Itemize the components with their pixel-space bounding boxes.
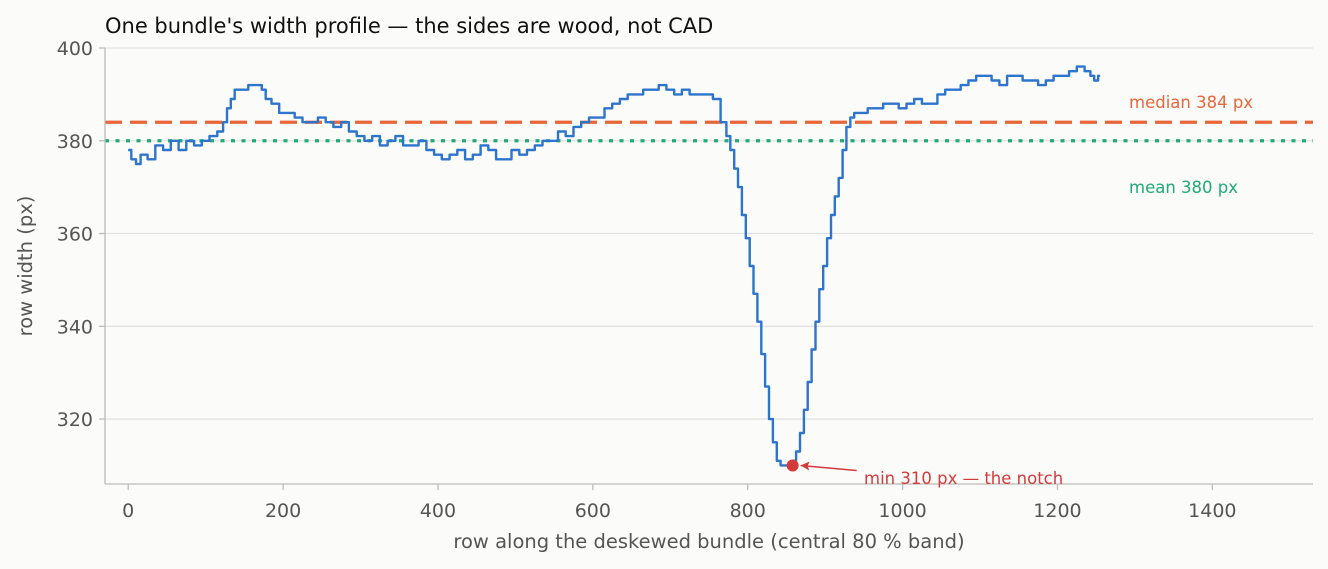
min-annotation-arrowhead: [800, 461, 810, 471]
marker-layer: [786, 459, 857, 472]
median-annotation: median 384 px: [1129, 93, 1253, 112]
series-layer: [128, 65, 1101, 467]
x-tick-label: 1200: [1033, 500, 1081, 522]
x-tick-label: 600: [575, 500, 611, 522]
reference-lines: [105, 120, 1313, 143]
x-tick-label: 0: [122, 500, 134, 522]
y-tick-label: 340: [57, 316, 93, 338]
y-tick-label: 320: [57, 409, 93, 431]
x-ticks: 0 200 400 600 800 1000 1200 1400: [122, 484, 1237, 522]
x-tick-label: 400: [420, 500, 456, 522]
min-annotation-arrow: [800, 464, 857, 472]
chart-title: One bundle's width profile — the sides a…: [105, 14, 713, 38]
width-series-line: [128, 65, 1101, 467]
x-axis-label: row along the deskewed bundle (central 8…: [453, 530, 964, 553]
y-tick-label: 360: [57, 224, 93, 246]
x-tick-label: 800: [730, 500, 766, 522]
x-tick-label: 200: [265, 500, 301, 522]
axes: [104, 48, 1313, 485]
y-tick-label: 400: [57, 38, 93, 60]
min-annotation: min 310 px — the notch: [864, 469, 1063, 488]
x-tick-label: 1000: [878, 500, 926, 522]
y-ticks: 320 340 360 380 400: [57, 38, 105, 431]
y-axis-label: row width (px): [14, 196, 37, 337]
y-tick-label: 380: [57, 131, 93, 153]
min-point-marker: [786, 459, 799, 472]
mean-annotation: mean 380 px: [1129, 178, 1238, 197]
x-tick-label: 1400: [1188, 500, 1236, 522]
